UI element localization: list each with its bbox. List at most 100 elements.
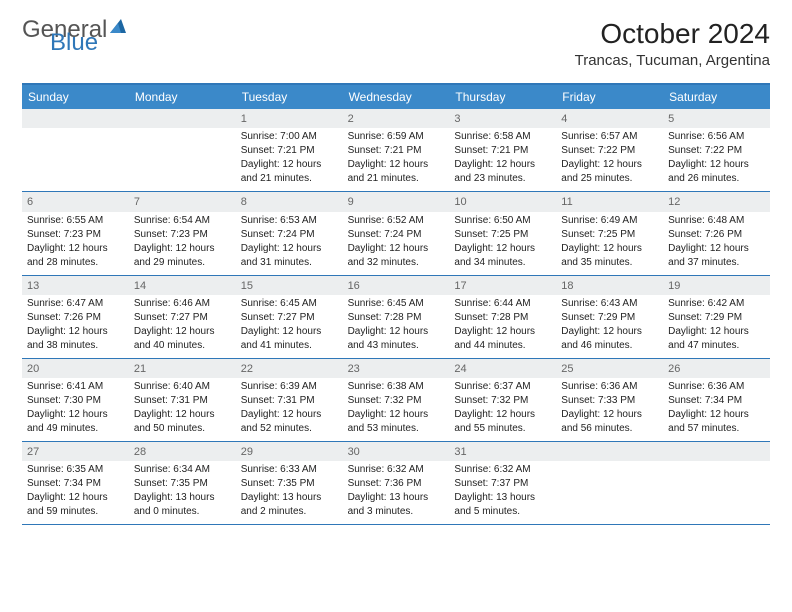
day-d2: and 55 minutes.: [454, 422, 551, 435]
day-cell: 5 Sunrise: 6:56 AMSunset: 7:22 PMDaylight…: [663, 109, 770, 191]
brand-word2: Blue: [50, 29, 98, 56]
week-row: 1Sunrise: 7:00 AMSunset: 7:21 PMDaylight…: [22, 109, 770, 192]
day-number: 3: [449, 109, 556, 128]
day-number: 25: [556, 359, 663, 378]
day-d1: Daylight: 12 hours: [454, 242, 551, 255]
day-sunrise: Sunrise: 6:32 AM: [454, 463, 551, 476]
day-text: Sunrise: 6:54 AMSunset: 7:23 PMDaylight:…: [134, 214, 231, 269]
day-cell: 25Sunrise: 6:36 AMSunset: 7:33 PMDayligh…: [556, 359, 663, 441]
day-d2: and 29 minutes.: [134, 256, 231, 269]
day-cell: 11Sunrise: 6:49 AMSunset: 7:25 PMDayligh…: [556, 192, 663, 274]
day-sunset: Sunset: 7:23 PM: [134, 228, 231, 241]
day-text: Sunrise: 6:50 AMSunset: 7:25 PMDaylight:…: [454, 214, 551, 269]
day-d2: and 41 minutes.: [241, 339, 338, 352]
day-number: 28: [129, 442, 236, 461]
day-number: 7: [129, 192, 236, 211]
day-sunset: Sunset: 7:30 PM: [27, 394, 124, 407]
day-cell-empty: [663, 442, 770, 524]
day-sunset: Sunset: 7:33 PM: [561, 394, 658, 407]
day-d1: Daylight: 12 hours: [27, 242, 124, 255]
day-text: Sunrise: 6:59 AMSunset: 7:21 PMDaylight:…: [348, 130, 445, 185]
day-cell: 20Sunrise: 6:41 AMSunset: 7:30 PMDayligh…: [22, 359, 129, 441]
day-sunrise: Sunrise: 6:36 AM: [561, 380, 658, 393]
day-d2: and 57 minutes.: [668, 422, 765, 435]
day-sunrise: Sunrise: 6:45 AM: [241, 297, 338, 310]
day-number: 29: [236, 442, 343, 461]
day-number: 10: [449, 192, 556, 211]
day-d2: and 28 minutes.: [27, 256, 124, 269]
day-d2: and 50 minutes.: [134, 422, 231, 435]
day-number: 12: [663, 192, 770, 211]
day-sunset: Sunset: 7:28 PM: [454, 311, 551, 324]
day-text: Sunrise: 6:43 AMSunset: 7:29 PMDaylight:…: [561, 297, 658, 352]
day-number-empty: [556, 442, 663, 461]
weekday-saturday: Saturday: [663, 85, 770, 109]
day-number-empty: [22, 109, 129, 128]
day-text: Sunrise: 6:37 AMSunset: 7:32 PMDaylight:…: [454, 380, 551, 435]
day-d1: Daylight: 12 hours: [241, 242, 338, 255]
day-d1: Daylight: 12 hours: [134, 325, 231, 338]
day-d1: Daylight: 13 hours: [134, 491, 231, 504]
day-d1: Daylight: 12 hours: [561, 158, 658, 171]
day-sunrise: Sunrise: 6:36 AM: [668, 380, 765, 393]
day-sunrise: Sunrise: 6:49 AM: [561, 214, 658, 227]
day-cell: 10 Sunrise: 6:50 AMSunset: 7:25 PMDayligh…: [449, 192, 556, 274]
day-d1: Daylight: 12 hours: [134, 408, 231, 421]
day-d1: Daylight: 12 hours: [668, 325, 765, 338]
day-text: Sunrise: 6:52 AMSunset: 7:24 PMDaylight:…: [348, 214, 445, 269]
day-d2: and 59 minutes.: [27, 505, 124, 518]
day-number: 20: [22, 359, 129, 378]
day-text: Sunrise: 6:49 AMSunset: 7:25 PMDaylight:…: [561, 214, 658, 269]
day-d2: and 43 minutes.: [348, 339, 445, 352]
day-number: 5: [663, 109, 770, 128]
day-number: 1: [236, 109, 343, 128]
day-text: Sunrise: 6:32 AMSunset: 7:37 PMDaylight:…: [454, 463, 551, 518]
day-sunrise: Sunrise: 6:50 AM: [454, 214, 551, 227]
day-text: Sunrise: 6:35 AMSunset: 7:34 PMDaylight:…: [27, 463, 124, 518]
day-d2: and 32 minutes.: [348, 256, 445, 269]
day-text: Sunrise: 6:33 AMSunset: 7:35 PMDaylight:…: [241, 463, 338, 518]
day-text: Sunrise: 6:57 AMSunset: 7:22 PMDaylight:…: [561, 130, 658, 185]
day-number: 27: [22, 442, 129, 461]
day-text: Sunrise: 6:40 AMSunset: 7:31 PMDaylight:…: [134, 380, 231, 435]
day-d1: Daylight: 13 hours: [241, 491, 338, 504]
day-d1: Daylight: 12 hours: [27, 408, 124, 421]
day-number: 21: [129, 359, 236, 378]
day-d2: and 40 minutes.: [134, 339, 231, 352]
weekday-thursday: Thursday: [449, 85, 556, 109]
week-row: 6Sunrise: 6:55 AMSunset: 7:23 PMDaylight…: [22, 192, 770, 275]
day-text: Sunrise: 6:48 AMSunset: 7:26 PMDaylight:…: [668, 214, 765, 269]
day-d1: Daylight: 12 hours: [27, 491, 124, 504]
day-text: Sunrise: 6:39 AMSunset: 7:31 PMDaylight:…: [241, 380, 338, 435]
day-cell: 26Sunrise: 6:36 AMSunset: 7:34 PMDayligh…: [663, 359, 770, 441]
day-d1: Daylight: 12 hours: [454, 158, 551, 171]
day-number: 13: [22, 276, 129, 295]
day-cell: 4Sunrise: 6:57 AMSunset: 7:22 PMDaylight…: [556, 109, 663, 191]
day-sunset: Sunset: 7:25 PM: [561, 228, 658, 241]
day-number: 15: [236, 276, 343, 295]
day-sunset: Sunset: 7:27 PM: [241, 311, 338, 324]
day-d2: and 52 minutes.: [241, 422, 338, 435]
day-text: Sunrise: 6:45 AMSunset: 7:27 PMDaylight:…: [241, 297, 338, 352]
day-d1: Daylight: 12 hours: [561, 325, 658, 338]
day-d1: Daylight: 12 hours: [348, 408, 445, 421]
day-cell: 27 Sunrise: 6:35 AMSunset: 7:34 PMDayligh…: [22, 442, 129, 524]
day-cell: 8Sunrise: 6:53 AMSunset: 7:24 PMDaylight…: [236, 192, 343, 274]
day-d2: and 21 minutes.: [241, 172, 338, 185]
day-number: 19: [663, 276, 770, 295]
day-text: Sunrise: 6:53 AMSunset: 7:24 PMDaylight:…: [241, 214, 338, 269]
day-sunrise: Sunrise: 6:35 AM: [27, 463, 124, 476]
day-sunrise: Sunrise: 6:58 AM: [454, 130, 551, 143]
weekday-friday: Friday: [556, 85, 663, 109]
month-title: October 2024: [575, 18, 770, 50]
day-text: Sunrise: 6:45 AMSunset: 7:28 PMDaylight:…: [348, 297, 445, 352]
day-sunrise: Sunrise: 6:39 AM: [241, 380, 338, 393]
location-text: Trancas, Tucuman, Argentina: [575, 52, 770, 69]
day-sunset: Sunset: 7:25 PM: [454, 228, 551, 241]
day-text: Sunrise: 6:56 AMSunset: 7:22 PMDaylight:…: [668, 130, 765, 185]
day-d1: Daylight: 12 hours: [668, 242, 765, 255]
day-d2: and 44 minutes.: [454, 339, 551, 352]
day-text: Sunrise: 6:32 AMSunset: 7:36 PMDaylight:…: [348, 463, 445, 518]
day-d2: and 34 minutes.: [454, 256, 551, 269]
day-cell: 22Sunrise: 6:39 AMSunset: 7:31 PMDayligh…: [236, 359, 343, 441]
